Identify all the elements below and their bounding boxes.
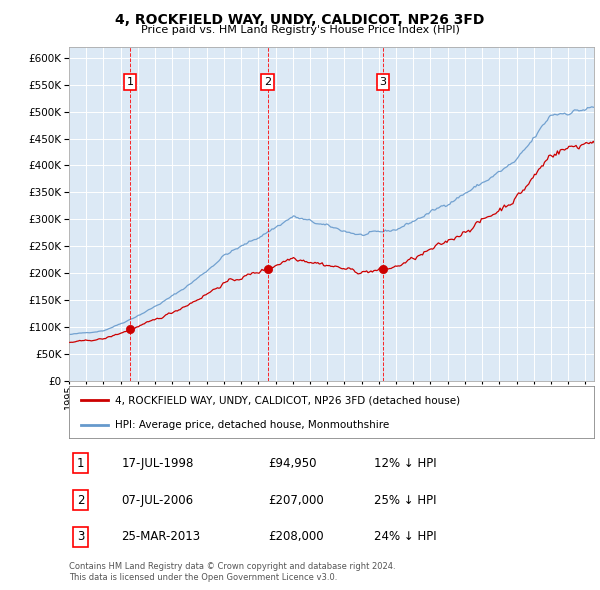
Text: 3: 3 xyxy=(77,530,84,543)
Text: This data is licensed under the Open Government Licence v3.0.: This data is licensed under the Open Gov… xyxy=(69,573,337,582)
Text: 07-JUL-2006: 07-JUL-2006 xyxy=(121,493,194,507)
Text: 25% ↓ HPI: 25% ↓ HPI xyxy=(373,493,436,507)
Text: £208,000: £208,000 xyxy=(269,530,324,543)
Text: 17-JUL-1998: 17-JUL-1998 xyxy=(121,457,194,470)
Text: 24% ↓ HPI: 24% ↓ HPI xyxy=(373,530,436,543)
Text: 2: 2 xyxy=(77,493,84,507)
Text: 4, ROCKFIELD WAY, UNDY, CALDICOT, NP26 3FD (detached house): 4, ROCKFIELD WAY, UNDY, CALDICOT, NP26 3… xyxy=(115,395,460,405)
Text: 2: 2 xyxy=(264,77,271,87)
Text: HPI: Average price, detached house, Monmouthshire: HPI: Average price, detached house, Monm… xyxy=(115,420,389,430)
Text: Contains HM Land Registry data © Crown copyright and database right 2024.: Contains HM Land Registry data © Crown c… xyxy=(69,562,395,571)
Text: £94,950: £94,950 xyxy=(269,457,317,470)
Text: 3: 3 xyxy=(379,77,386,87)
Text: Price paid vs. HM Land Registry's House Price Index (HPI): Price paid vs. HM Land Registry's House … xyxy=(140,25,460,35)
Text: 25-MAR-2013: 25-MAR-2013 xyxy=(121,530,200,543)
Text: 1: 1 xyxy=(127,77,133,87)
Text: 4, ROCKFIELD WAY, UNDY, CALDICOT, NP26 3FD: 4, ROCKFIELD WAY, UNDY, CALDICOT, NP26 3… xyxy=(115,13,485,27)
Text: £207,000: £207,000 xyxy=(269,493,324,507)
Text: 1: 1 xyxy=(77,457,84,470)
Text: 12% ↓ HPI: 12% ↓ HPI xyxy=(373,457,436,470)
